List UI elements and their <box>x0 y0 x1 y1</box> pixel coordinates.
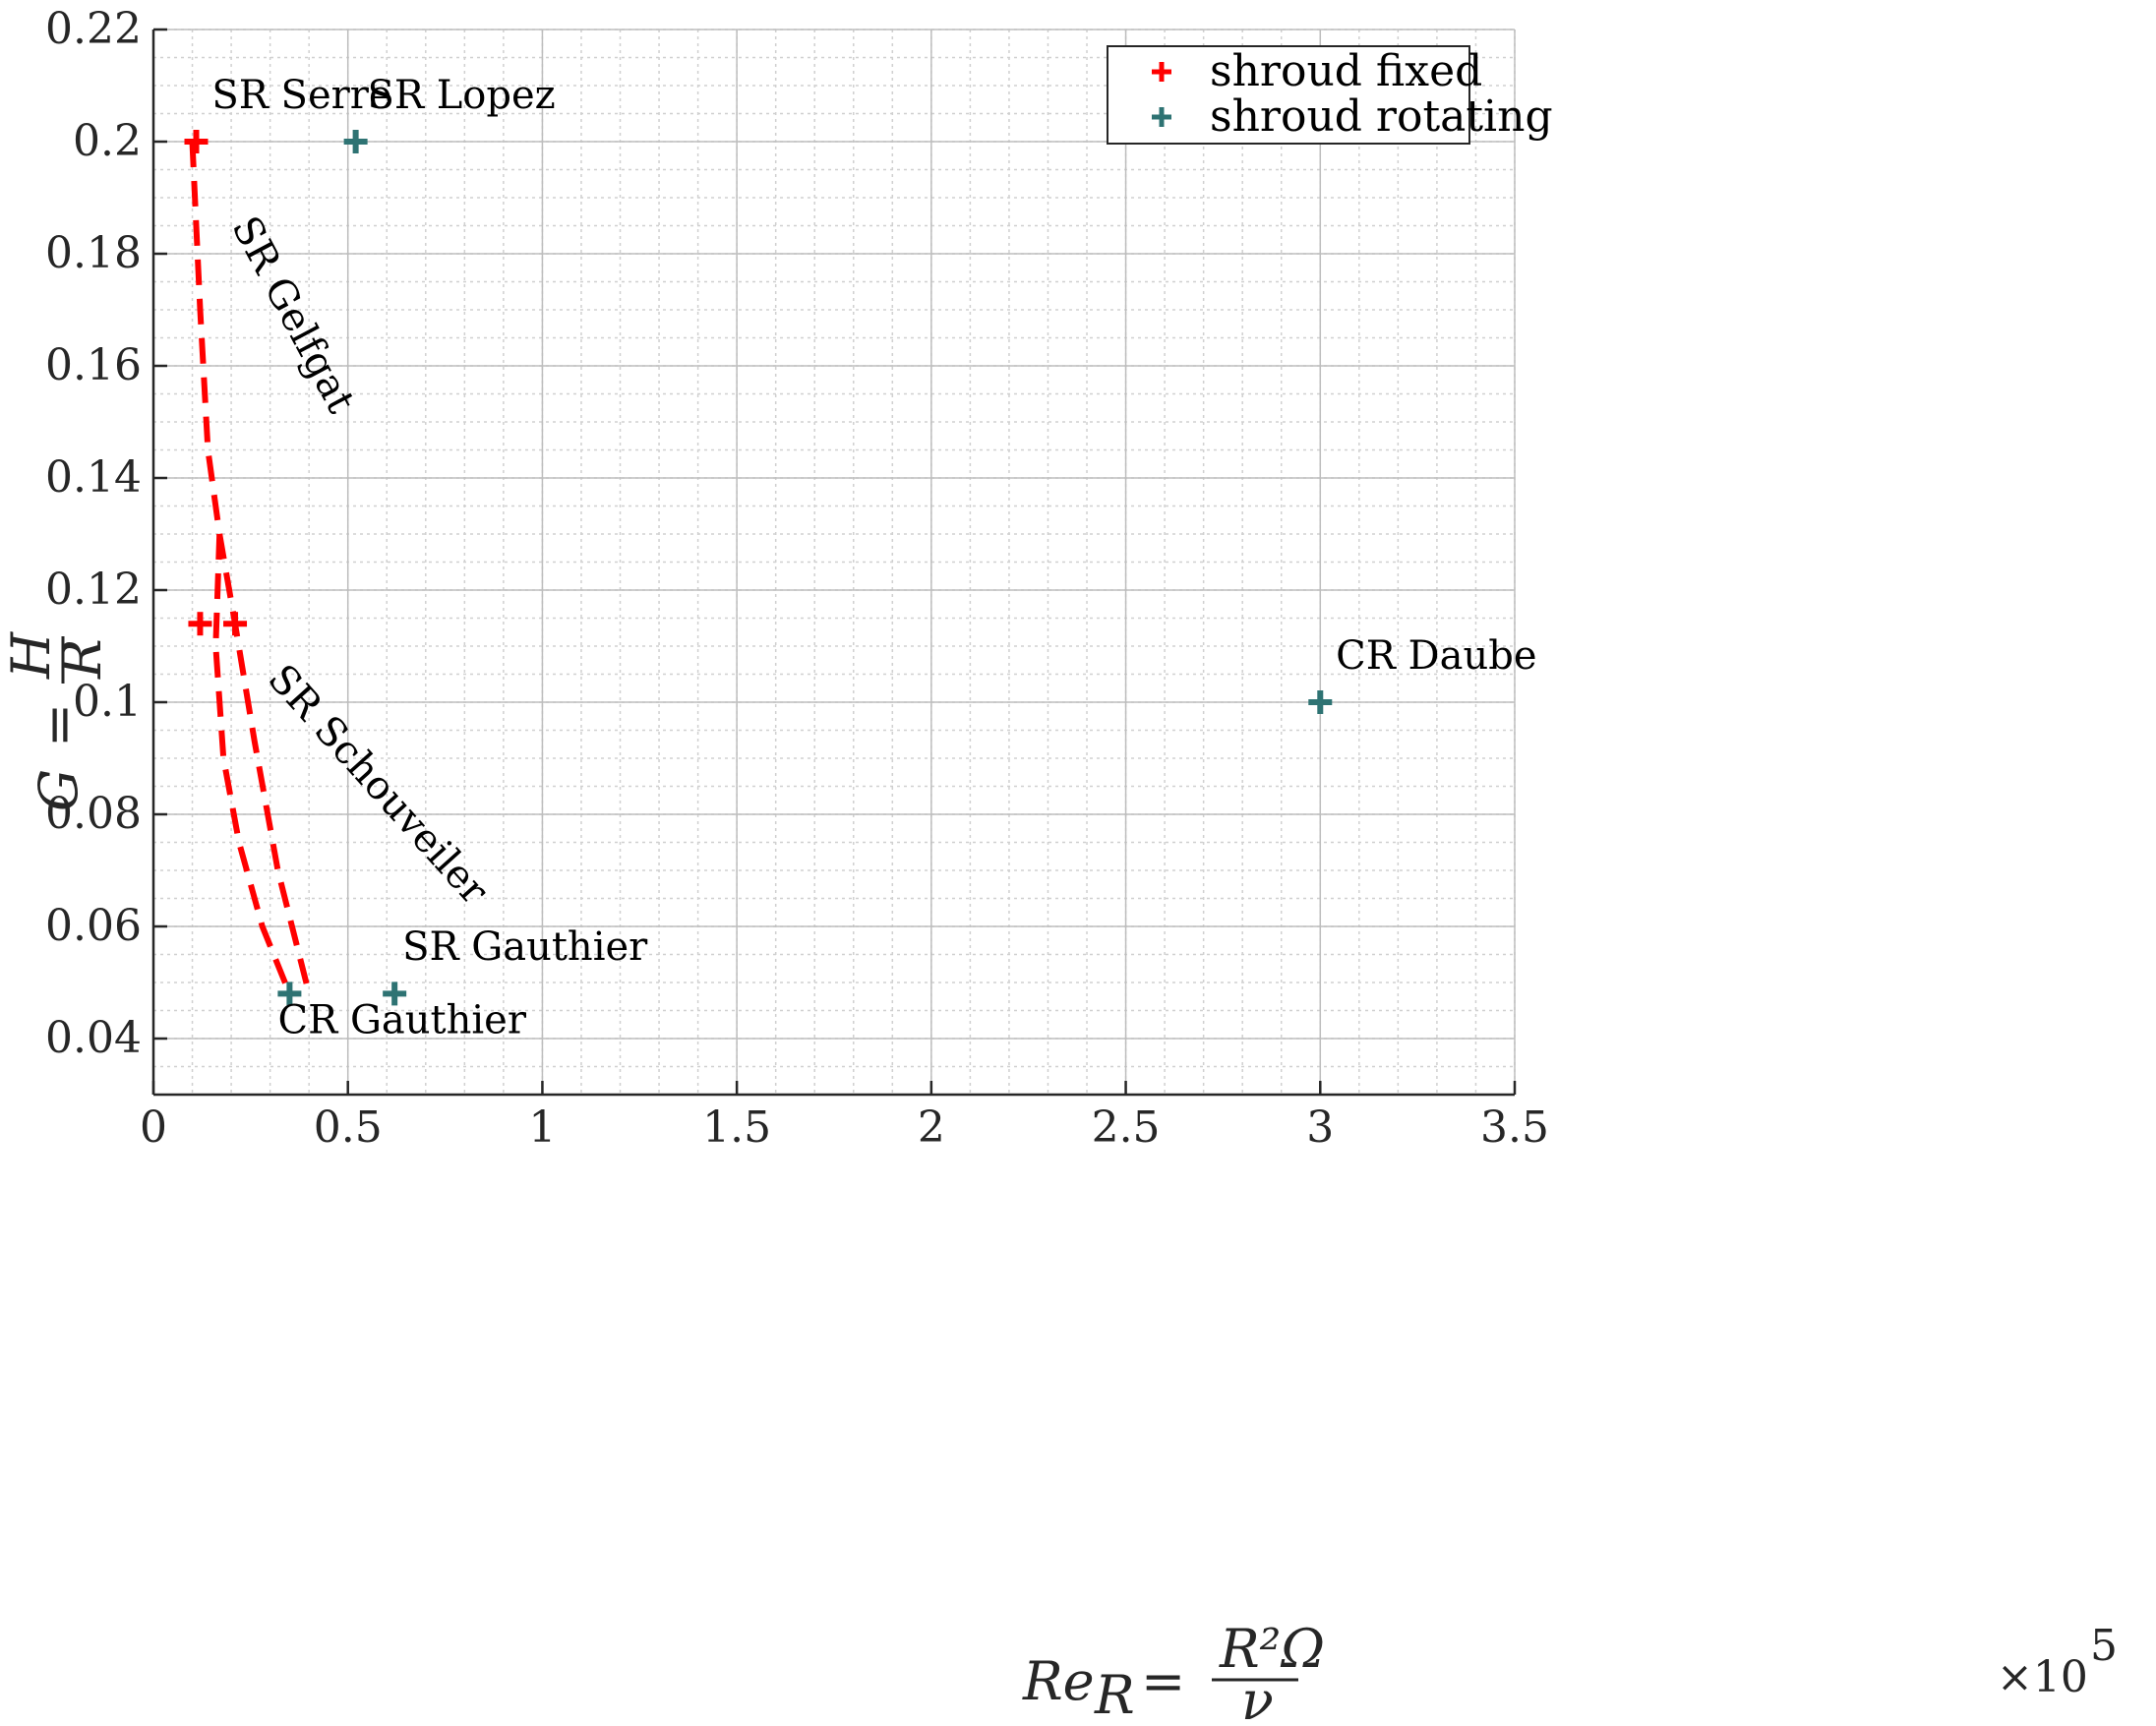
y-tick-label: 0.16 <box>45 340 142 390</box>
curve-sr-gelfgat <box>189 141 313 995</box>
point-shroud-rotating <box>383 982 407 1006</box>
x-tick-label: 2.5 <box>1092 1102 1161 1153</box>
x-tick-label: 3 <box>1306 1102 1334 1153</box>
y-tick-label: 0.06 <box>45 901 142 951</box>
legend-entry-shroud-rotating: shroud rotating <box>1210 91 1553 142</box>
y-tick-label: 0.04 <box>45 1013 142 1063</box>
data-points <box>184 130 1333 1006</box>
annotation-cr-daube: CR Daube <box>1336 633 1536 679</box>
y-tick-label: 0.12 <box>45 565 142 615</box>
annotation-sr-lopez: SR Lopez <box>367 73 555 118</box>
x-tick-label: 3.5 <box>1480 1102 1549 1153</box>
annotation-cr-gauthier: CR Gauthier <box>278 997 527 1042</box>
svg-text:=: = <box>1141 1650 1185 1712</box>
point-shroud-fixed <box>184 130 209 153</box>
y-tick-label: 0.1 <box>73 677 142 727</box>
svg-text:ν: ν <box>1241 1670 1274 1726</box>
svg-text:R: R <box>1094 1664 1135 1726</box>
legend-marker-shroud-fixed <box>1152 62 1171 82</box>
svg-text:H: H <box>0 631 62 680</box>
svg-text:5: 5 <box>2090 1621 2118 1671</box>
tick-labels: 0 0.5 1 1.5 2 2.5 3 3.5 0.04 0.06 0.08 0.1 0.12 0.14 0… <box>45 4 1549 1153</box>
y-tick-label: 0.08 <box>45 789 142 839</box>
x-tick-label: 2 <box>918 1102 945 1153</box>
axes <box>151 28 1517 1097</box>
legend-marker-shroud-rotating <box>1152 107 1171 127</box>
curve-sr-schouveiler <box>212 533 293 995</box>
legend-entry-shroud-fixed: shroud fixed <box>1210 46 1482 96</box>
y-tick-label: 0.2 <box>73 116 142 166</box>
boundary-curves <box>189 141 313 995</box>
y-tick-label: 0.18 <box>45 228 142 278</box>
x-axis-label: Re R = R²Ω ν <box>1022 1618 1325 1726</box>
y-tick-label: 0.22 <box>45 4 142 54</box>
svg-text:R²Ω: R²Ω <box>1219 1618 1325 1680</box>
point-shroud-rotating <box>277 982 302 1006</box>
svg-text:R: R <box>51 638 113 680</box>
x-tick-label: 0.5 <box>314 1102 383 1153</box>
svg-text:G: G <box>28 769 90 811</box>
annotation-sr-serre: SR Serre <box>211 73 391 118</box>
annotation-sr-gauthier: SR Gauthier <box>402 924 648 970</box>
svg-text:Re: Re <box>1022 1650 1095 1712</box>
x-multiplier: ×10 5 <box>1997 1621 2118 1702</box>
point-shroud-fixed <box>188 612 212 636</box>
svg-text:×10: ×10 <box>1997 1652 2088 1702</box>
y-axis-label: G = H R <box>0 631 113 811</box>
x-tick-label: 0 <box>140 1102 167 1153</box>
point-shroud-fixed <box>223 612 248 636</box>
point-shroud-rotating <box>343 130 368 153</box>
y-tick-label: 0.14 <box>45 452 142 503</box>
x-tick-label: 1 <box>528 1102 556 1153</box>
legend-box <box>1107 45 1470 145</box>
point-shroud-rotating <box>1308 690 1333 714</box>
svg-text:=: = <box>28 703 90 747</box>
x-tick-label: 1.5 <box>702 1102 771 1153</box>
